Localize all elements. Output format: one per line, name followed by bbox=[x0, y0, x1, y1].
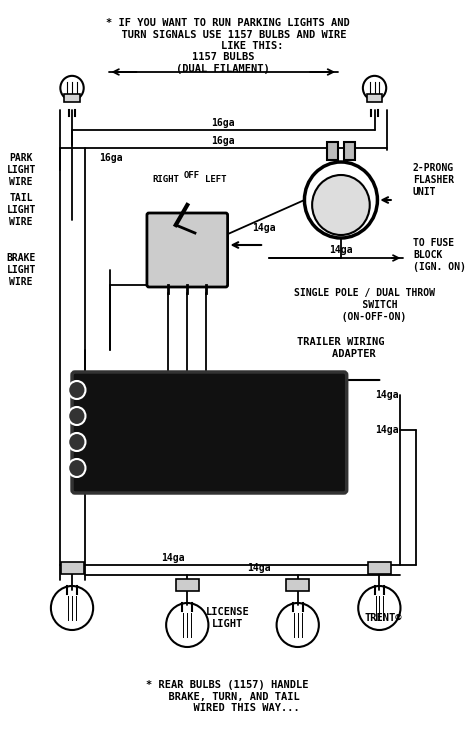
Text: * REAR BULBS (1157) HANDLE
  BRAKE, TURN, AND TAIL
      WIRED THIS WAY...: * REAR BULBS (1157) HANDLE BRAKE, TURN, … bbox=[146, 680, 309, 713]
Text: 2-PRONG
FLASHER
UNIT: 2-PRONG FLASHER UNIT bbox=[413, 164, 454, 196]
Text: 14ga: 14ga bbox=[375, 425, 399, 435]
Bar bbox=[286, 579, 309, 591]
Bar bbox=[176, 579, 199, 591]
Circle shape bbox=[68, 459, 85, 477]
Text: 14ga: 14ga bbox=[329, 245, 353, 255]
Text: RIGHT: RIGHT bbox=[153, 175, 180, 185]
Text: TRAILER WIRING
    ADAPTER: TRAILER WIRING ADAPTER bbox=[297, 337, 385, 359]
Text: BRAKE: BRAKE bbox=[92, 412, 119, 420]
Text: SINGLE POLE / DUAL THROW
     SWITCH
   (ON-OFF-ON): SINGLE POLE / DUAL THROW SWITCH (ON-OFF-… bbox=[294, 288, 436, 322]
Text: RIGHT
TURN/
BRAKE: RIGHT TURN/ BRAKE bbox=[219, 380, 246, 410]
Text: 16ga: 16ga bbox=[99, 153, 122, 163]
Text: TAIL
LIGHT: TAIL LIGHT bbox=[92, 458, 119, 477]
Bar bbox=[64, 94, 80, 102]
Text: 14ga: 14ga bbox=[375, 390, 399, 400]
Text: 14ga: 14ga bbox=[161, 553, 184, 563]
Text: 16ga: 16ga bbox=[211, 136, 235, 146]
Text: TO FUSE
BLOCK
(IGN. ON): TO FUSE BLOCK (IGN. ON) bbox=[413, 239, 466, 272]
Bar bbox=[327, 142, 338, 160]
Text: 16ga: 16ga bbox=[211, 118, 235, 128]
Text: BRAKE
LIGHT
WIRE: BRAKE LIGHT WIRE bbox=[7, 253, 36, 287]
Bar bbox=[61, 562, 83, 574]
Text: 1157 BULBS
(DUAL FILAMENT): 1157 BULBS (DUAL FILAMENT) bbox=[176, 53, 270, 74]
Text: OFF: OFF bbox=[184, 171, 200, 180]
Text: TAIL
LIGHT
WIRE: TAIL LIGHT WIRE bbox=[7, 193, 36, 226]
Text: ON-OFF-ON: ON-OFF-ON bbox=[163, 250, 211, 259]
Circle shape bbox=[68, 407, 85, 425]
Text: PARK
LIGHT
WIRE: PARK LIGHT WIRE bbox=[7, 153, 36, 187]
Text: LEFT: LEFT bbox=[205, 175, 227, 185]
Text: * IF YOU WANT TO RUN PARKING LIGHTS AND
  TURN SIGNALS USE 1157 BULBS AND WIRE
 : * IF YOU WANT TO RUN PARKING LIGHTS AND … bbox=[106, 18, 349, 51]
Circle shape bbox=[312, 175, 370, 235]
Bar bbox=[367, 94, 382, 102]
Circle shape bbox=[68, 433, 85, 451]
Text: LEFT
TURN: LEFT TURN bbox=[92, 432, 114, 452]
Bar bbox=[344, 142, 356, 160]
Text: TRENT©: TRENT© bbox=[365, 613, 402, 623]
Text: 14ga: 14ga bbox=[247, 563, 271, 573]
Circle shape bbox=[68, 381, 85, 399]
FancyBboxPatch shape bbox=[147, 213, 228, 287]
Text: RIGHT
TURN: RIGHT TURN bbox=[92, 380, 119, 400]
Text: LICENSE
LIGHT: LICENSE LIGHT bbox=[206, 607, 249, 629]
FancyBboxPatch shape bbox=[72, 372, 346, 493]
Text: TAIL
LIGHT: TAIL LIGHT bbox=[219, 456, 246, 474]
Text: 14ga: 14ga bbox=[252, 223, 276, 233]
Bar bbox=[368, 562, 391, 574]
Text: LEFT
TURN/
BRAKE: LEFT TURN/ BRAKE bbox=[219, 415, 246, 445]
